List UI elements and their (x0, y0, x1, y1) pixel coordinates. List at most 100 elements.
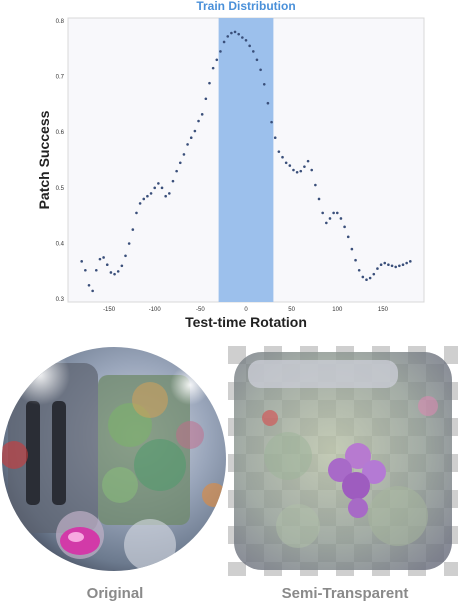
data-point (142, 197, 146, 201)
data-point (230, 31, 233, 35)
semi-transparent-visualization-image (228, 346, 458, 576)
data-point (306, 159, 310, 163)
data-point (357, 268, 361, 272)
chart-title: Train Distribution (196, 0, 295, 13)
data-point (233, 30, 237, 34)
data-point (259, 68, 262, 72)
data-point (215, 58, 219, 62)
x-axis-ticks: -150 -100 -50 0 50 100 150 (103, 307, 389, 313)
data-point (241, 36, 244, 39)
data-point (405, 261, 408, 265)
y-tick-label: 0.4 (56, 242, 65, 248)
data-point (94, 268, 98, 272)
data-point (332, 211, 335, 215)
data-point (335, 211, 339, 215)
data-point (365, 278, 368, 282)
data-point (102, 256, 105, 259)
data-point (120, 264, 124, 268)
data-point (80, 260, 83, 263)
data-point (200, 113, 204, 116)
caption-semi-transparent: Semi-Transparent (281, 585, 409, 602)
y-tick-label: 0.5 (56, 186, 65, 192)
data-point (189, 136, 193, 140)
data-point (237, 32, 240, 36)
data-point (146, 194, 149, 198)
data-point (328, 217, 332, 220)
x-tick-label: 50 (288, 307, 295, 313)
data-point (178, 161, 182, 165)
train-distribution-band (218, 18, 274, 302)
data-point (310, 168, 314, 172)
x-tick-label: -100 (149, 307, 162, 313)
data-point (135, 211, 138, 215)
data-point (343, 225, 346, 229)
data-point (284, 161, 288, 165)
x-tick-label: 100 (332, 307, 343, 313)
data-point (127, 242, 131, 245)
data-point (197, 119, 200, 123)
data-point (87, 283, 91, 287)
data-point (383, 261, 387, 265)
data-point (252, 50, 255, 53)
data-point (346, 235, 350, 239)
y-axis-label: Patch Success (36, 110, 52, 209)
data-point (339, 217, 343, 220)
data-point (149, 192, 153, 195)
data-point (91, 289, 94, 293)
data-point (394, 265, 398, 269)
x-tick-label: -50 (196, 307, 205, 313)
data-point (295, 170, 299, 174)
data-point (164, 194, 167, 198)
y-axis-ticks: 0.3 0.4 0.5 0.6 0.7 0.8 (56, 19, 65, 303)
data-point (255, 58, 259, 62)
data-point (175, 169, 178, 173)
data-point (390, 264, 394, 268)
original-visualization-image (0, 345, 228, 573)
x-axis-label: Test-time Rotation (185, 314, 307, 330)
data-point (193, 129, 197, 133)
data-point (248, 44, 251, 48)
data-point (211, 66, 215, 70)
data-point (131, 228, 135, 231)
y-tick-label: 0.7 (56, 74, 65, 80)
y-tick-label: 0.3 (56, 297, 65, 303)
data-point (401, 263, 405, 266)
data-point (226, 35, 230, 38)
y-tick-label: 0.8 (56, 19, 65, 25)
data-point (124, 254, 127, 258)
data-point (281, 155, 284, 159)
data-point (350, 247, 354, 251)
data-point (299, 169, 303, 173)
data-point (168, 192, 171, 195)
data-point (157, 182, 160, 185)
data-point (84, 268, 87, 272)
data-point (222, 40, 226, 44)
data-point (379, 263, 383, 266)
data-point (372, 272, 376, 276)
patch-success-chart: 0.30.40.50.60.70.8 -150 -100 -50 0 50 100 150 … (36, 0, 425, 330)
data-points (80, 30, 412, 293)
data-point (387, 263, 390, 266)
data-point (105, 263, 109, 266)
data-point (314, 183, 317, 187)
data-point (208, 81, 211, 85)
data-point (153, 186, 157, 190)
data-point (116, 270, 120, 273)
data-point (171, 179, 175, 183)
data-point (321, 211, 324, 215)
data-point (244, 38, 248, 42)
data-point (277, 150, 281, 153)
data-point (262, 82, 266, 86)
data-point (113, 272, 116, 276)
data-point (273, 136, 277, 140)
data-point (317, 197, 321, 201)
data-point (368, 276, 372, 280)
data-point (354, 258, 357, 262)
data-point (325, 221, 328, 225)
data-point (138, 202, 142, 205)
caption-original: Original (86, 585, 144, 602)
data-point (109, 271, 113, 274)
data-point (288, 164, 292, 167)
data-point (204, 97, 208, 101)
x-tick-label: 0 (244, 307, 248, 313)
